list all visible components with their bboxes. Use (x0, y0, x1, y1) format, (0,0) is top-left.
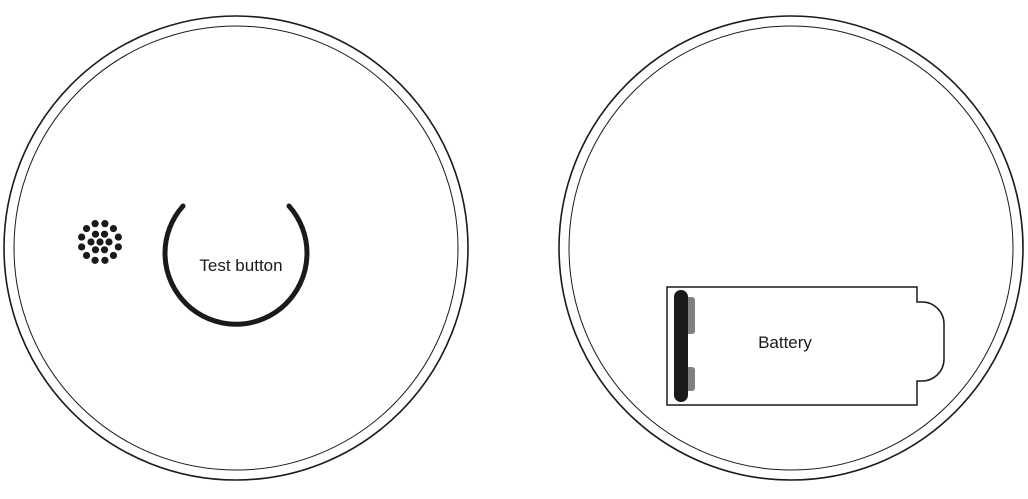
speaker-dot (91, 230, 100, 238)
battery-label: Battery (758, 333, 812, 352)
speaker-dot (105, 238, 113, 246)
speaker-dot (82, 251, 91, 260)
back-view: Battery (558, 15, 1024, 481)
speaker-dot (100, 230, 109, 238)
speaker-dot (87, 238, 95, 246)
speaker-dot (78, 233, 86, 241)
speaker-dot (101, 256, 109, 264)
speaker-dot (114, 243, 122, 251)
battery-compartment (666, 286, 945, 406)
speaker-dot (91, 256, 99, 264)
back-inner-rim (568, 25, 1014, 471)
speaker-dot (100, 246, 109, 254)
speaker-dot (109, 224, 118, 233)
speaker-dot (109, 251, 118, 260)
back-outer-rim (558, 15, 1024, 481)
speaker-dot (101, 220, 109, 228)
speaker-dot (91, 246, 100, 254)
speaker-grille-icon (78, 220, 122, 264)
front-inner-rim (13, 25, 459, 471)
front-outer-rim (3, 15, 469, 481)
speaker-dot (82, 224, 91, 233)
battery-contact-bar (674, 290, 688, 402)
speaker-dot (78, 243, 86, 251)
test-button-label: Test button (199, 256, 282, 275)
front-view: Test button (3, 15, 469, 481)
test-button-ring[interactable] (162, 203, 310, 327)
speaker-dot (91, 220, 99, 228)
speaker-dot (114, 233, 122, 241)
speaker-dot (96, 238, 104, 246)
